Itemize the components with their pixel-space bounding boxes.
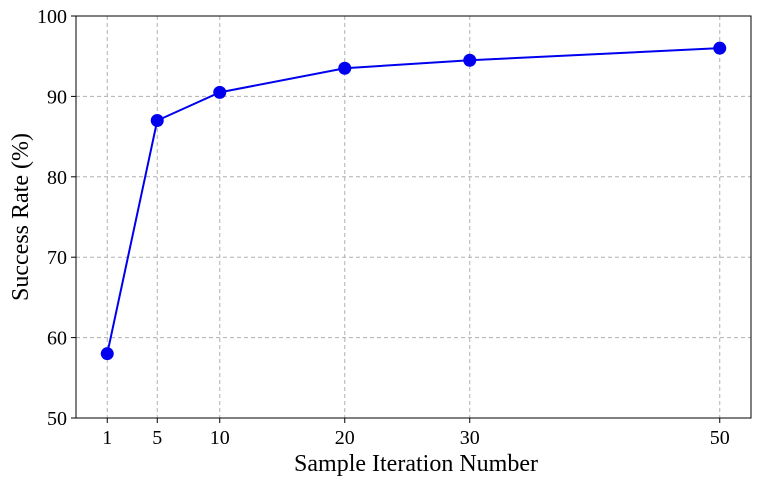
series-layer bbox=[100, 41, 727, 361]
grid bbox=[76, 15, 751, 419]
series-line bbox=[106, 47, 720, 354]
y-tick-label: 60 bbox=[47, 328, 67, 350]
data-point bbox=[463, 53, 477, 67]
x-axis-title: Sample Iteration Number bbox=[294, 451, 538, 477]
data-point bbox=[713, 41, 727, 55]
x-tick-label: 5 bbox=[152, 427, 162, 449]
y-tick-label: 50 bbox=[47, 408, 67, 430]
x-tick-label: 1 bbox=[102, 427, 112, 449]
data-point bbox=[150, 114, 164, 128]
data-point bbox=[100, 347, 114, 361]
axes bbox=[71, 15, 752, 423]
x-tick-label: 30 bbox=[460, 427, 480, 449]
y-tick-label: 70 bbox=[47, 247, 67, 269]
y-axis-title: Success Rate (%) bbox=[8, 133, 34, 301]
tick-labels: 1 5 10 20 30 50 50 60 70 80 90 100 bbox=[37, 6, 730, 449]
x-tick-label: 20 bbox=[335, 427, 355, 449]
data-point bbox=[213, 85, 227, 99]
x-tick-label: 50 bbox=[710, 427, 730, 449]
y-tick-label: 80 bbox=[47, 167, 67, 189]
plot-frame bbox=[75, 15, 752, 419]
data-point bbox=[338, 61, 352, 75]
y-tick-label: 100 bbox=[37, 6, 67, 28]
y-tick-label: 90 bbox=[47, 86, 67, 108]
x-tick-label: 10 bbox=[210, 427, 230, 449]
